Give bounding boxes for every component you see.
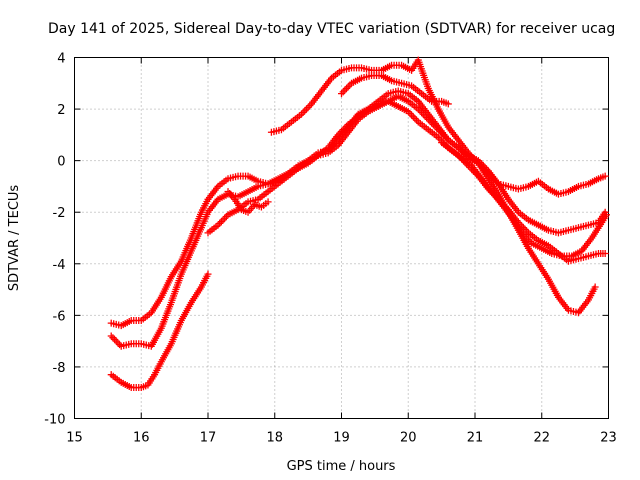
- plus-marker: [219, 216, 227, 224]
- plus-marker: [338, 90, 345, 98]
- series-arc-7: [438, 139, 610, 260]
- plus-marker: [299, 109, 307, 117]
- plus-marker: [221, 214, 229, 222]
- plus-marker: [341, 86, 349, 94]
- x-tick-label: 17: [200, 431, 217, 446]
- y-tick-label: -4: [53, 258, 66, 273]
- plus-marker: [304, 103, 312, 111]
- y-axis-label: SDTVAR / TECUs: [7, 185, 22, 292]
- series-arc-8: [224, 188, 272, 216]
- y-tick-label: -8: [53, 361, 66, 376]
- plus-marker: [409, 113, 417, 121]
- x-tick-label: 16: [133, 431, 150, 446]
- x-tick-label: 20: [400, 431, 417, 446]
- plus-marker: [301, 107, 309, 115]
- plus-marker: [344, 83, 352, 91]
- series-arc-1: [107, 87, 609, 330]
- plus-marker: [116, 341, 124, 349]
- series-arc-3: [107, 270, 212, 392]
- x-tick-label: 15: [66, 431, 83, 446]
- plus-marker: [217, 218, 225, 226]
- series-arc-2: [107, 92, 609, 350]
- x-tick-label: 23: [600, 431, 617, 446]
- y-tick-label: 2: [57, 103, 65, 118]
- plus-marker: [107, 332, 115, 340]
- y-tick-label: -10: [44, 413, 65, 428]
- axis-ticks: 15 16 17 18 19 20 21 22 23 -10 -8 -6 -4 -2 0 2 4: [44, 52, 617, 446]
- x-tick-label: 21: [467, 431, 484, 446]
- plus-marker: [264, 198, 272, 206]
- series-arc-6: [338, 72, 452, 108]
- plus-marker: [602, 211, 610, 219]
- chart-title: Day 141 of 2025, Sidereal Day-to-day VTE…: [48, 21, 615, 37]
- plus-marker: [411, 115, 419, 123]
- plus-marker: [444, 100, 452, 108]
- plus-marker: [302, 105, 310, 113]
- plus-marker: [523, 227, 531, 235]
- x-tick-label: 22: [533, 431, 550, 446]
- plus-marker: [111, 335, 119, 343]
- plus-marker: [216, 219, 224, 227]
- plus-marker: [112, 337, 120, 345]
- plus-marker: [339, 88, 347, 96]
- y-tick-label: -6: [53, 309, 66, 324]
- plus-marker: [408, 111, 416, 119]
- y-tick-label: -2: [53, 206, 66, 221]
- plus-marker: [413, 116, 421, 124]
- plus-marker: [601, 249, 609, 257]
- plus-marker: [591, 283, 599, 291]
- x-tick-label: 19: [333, 431, 350, 446]
- plus-marker: [601, 172, 609, 180]
- plus-marker: [204, 270, 212, 278]
- grid: [74, 57, 609, 419]
- x-tick-label: 18: [266, 431, 283, 446]
- y-tick-label: 4: [57, 52, 65, 67]
- plus-marker: [343, 84, 351, 92]
- y-tick-label: 0: [57, 155, 65, 170]
- x-axis-label: GPS time / hours: [287, 459, 396, 474]
- plus-marker: [109, 334, 117, 342]
- data-points: [107, 56, 610, 392]
